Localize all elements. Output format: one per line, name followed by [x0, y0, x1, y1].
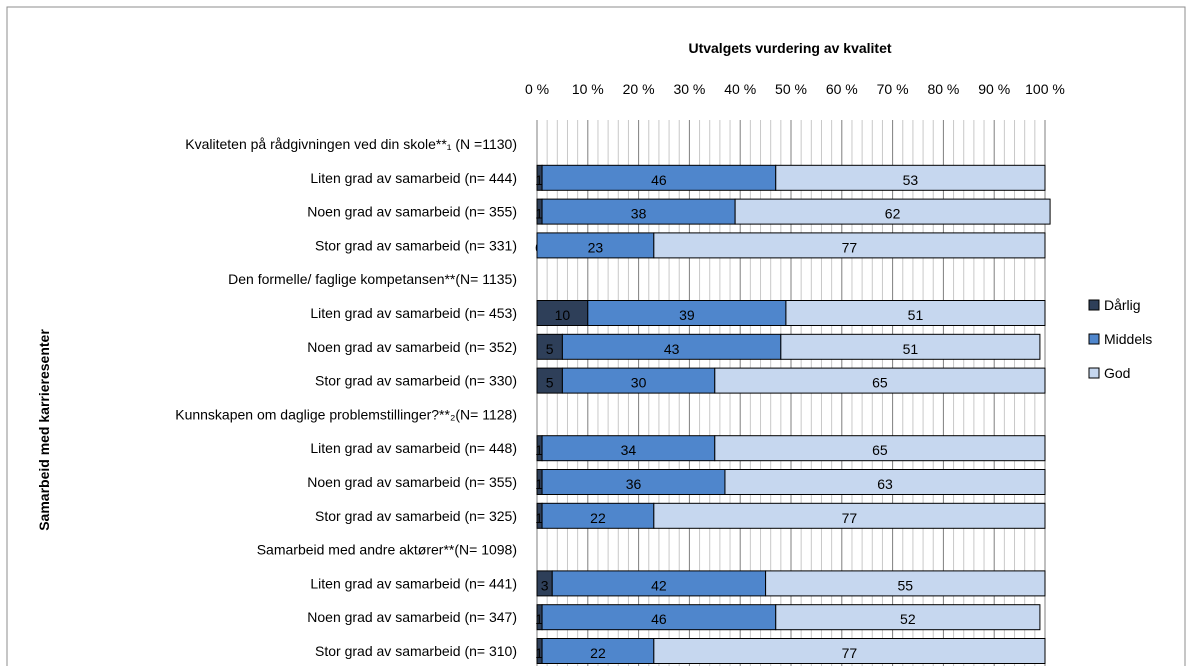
- data-label: 46: [651, 172, 667, 188]
- data-label: 10: [555, 307, 571, 323]
- category-label: Stor grad av samarbeid (n= 325): [315, 508, 517, 524]
- x-axis-tick-labels: 0 % 10 % 20 % 30 % 40 % 50 % 60 % 70 % 80 % 90 % 1…: [525, 81, 1065, 97]
- category-label: Kunnskapen om daglige problemstillinger?…: [175, 406, 517, 422]
- x-tick-label: 40 %: [724, 81, 756, 97]
- category-label: Noen grad av samarbeid (n= 352): [307, 339, 517, 355]
- data-label: 38: [631, 206, 647, 222]
- data-label: 1: [535, 645, 543, 661]
- bar-segment-god: [714, 435, 1046, 462]
- category-label: Liten grad av samarbeid (n= 453): [310, 305, 517, 321]
- x-tick-label: 80 %: [927, 81, 959, 97]
- bar-segment-god: [775, 604, 1041, 631]
- category-label: Liten grad av samarbeid (n= 441): [310, 575, 517, 591]
- category-label: Stor grad av samarbeid (n= 330): [315, 373, 517, 389]
- x-tick-label: 50 %: [775, 81, 807, 97]
- data-label: 77: [842, 510, 858, 526]
- data-label: 1: [535, 611, 543, 627]
- data-label: 1: [535, 476, 543, 492]
- data-label: 1: [535, 172, 543, 188]
- data-label: 36: [626, 476, 642, 492]
- category-label: Liten grad av samarbeid (n= 444): [310, 170, 517, 186]
- data-label: 77: [842, 645, 858, 661]
- bar-segment-god: [653, 232, 1046, 259]
- legend-swatch: [1088, 333, 1100, 345]
- legend: Dårlig Middels God: [1088, 297, 1152, 381]
- data-label: 65: [872, 375, 888, 391]
- data-label: 34: [621, 442, 637, 458]
- data-label: 1: [535, 510, 543, 526]
- bar-segment-middels: [587, 300, 787, 326]
- x-tick-label: 30 %: [673, 81, 705, 97]
- x-tick-label: 10 %: [572, 81, 604, 97]
- data-label: 52: [900, 611, 916, 627]
- data-label: 22: [590, 510, 606, 526]
- category-labels: Kvaliteten på rådgivningen ved din skole…: [175, 136, 517, 659]
- bar-segment-god: [714, 367, 1046, 394]
- data-label: 30: [631, 375, 647, 391]
- data-label: 3: [541, 577, 549, 593]
- bar-segment-god: [734, 198, 1051, 225]
- chart-border: [6, 6, 1186, 671]
- data-label: 5: [546, 341, 554, 357]
- data-label: 55: [898, 577, 914, 593]
- x-tick-label: 70 %: [877, 81, 909, 97]
- data-label: 62: [885, 206, 901, 222]
- bar-segment-god: [653, 638, 1046, 664]
- bar-segment-middels: [541, 502, 655, 529]
- category-label: Liten grad av samarbeid (n= 448): [310, 440, 517, 456]
- bar-segment-middels: [541, 604, 777, 631]
- x-tick-label: 20 %: [623, 81, 655, 97]
- bar-segment-god: [724, 469, 1046, 495]
- data-label: 63: [877, 476, 893, 492]
- x-tick-label: 0 %: [525, 81, 549, 97]
- x-tick-label: 60 %: [826, 81, 858, 97]
- data-label: 51: [903, 341, 919, 357]
- bar-segment-middels: [541, 469, 726, 495]
- bar-segment-god: [653, 502, 1046, 529]
- data-label: 1: [535, 442, 543, 458]
- category-label: Noen grad av samarbeid (n= 355): [307, 204, 517, 220]
- legend-label: Middels: [1104, 331, 1152, 347]
- category-label: Noen grad av samarbeid (n= 355): [307, 474, 517, 490]
- chart-title: Utvalgets vurdering av kvalitet: [688, 40, 891, 56]
- data-label: 42: [651, 577, 667, 593]
- category-label: Stor grad av samarbeid (n= 310): [315, 643, 517, 659]
- bar-segment-god: [785, 300, 1046, 326]
- category-label: Stor grad av samarbeid (n= 331): [315, 237, 517, 253]
- bars: 1465313862023771039515435153065134651366…: [535, 164, 1051, 664]
- data-label: 43: [664, 341, 680, 357]
- bar-segment-god: [775, 164, 1046, 191]
- bar-segment-god: [780, 333, 1041, 360]
- category-label: Noen grad av samarbeid (n= 347): [307, 609, 517, 625]
- x-tick-label: 100 %: [1025, 81, 1065, 97]
- legend-label: Dårlig: [1104, 297, 1141, 313]
- bar-segment-dårlig: [536, 333, 563, 360]
- data-label: 65: [872, 442, 888, 458]
- bar-segment-dårlig: [536, 300, 589, 326]
- bar-segment-middels: [561, 367, 716, 394]
- data-label: 39: [679, 307, 695, 323]
- category-label: Kvaliteten på rådgivningen ved din skole…: [185, 136, 517, 152]
- y-axis-title: Samarbeid med karrieresenter: [36, 329, 52, 531]
- legend-label: God: [1104, 365, 1130, 381]
- data-label: 51: [908, 307, 924, 323]
- data-label: 5: [546, 375, 554, 391]
- data-label: 1: [535, 206, 543, 222]
- data-label: 22: [590, 645, 606, 661]
- bar-segment-god: [765, 570, 1046, 597]
- category-label: Samarbeid med andre aktører**(N= 1098): [257, 542, 517, 558]
- x-tick-label: 90 %: [978, 81, 1010, 97]
- data-label: 77: [842, 239, 858, 255]
- bar-segment-middels: [541, 638, 655, 664]
- data-label: 23: [588, 239, 604, 255]
- legend-swatch: [1088, 367, 1100, 379]
- data-label: 46: [651, 611, 667, 627]
- bar-segment-middels: [536, 232, 655, 259]
- legend-swatch: [1088, 299, 1100, 311]
- data-label: 53: [903, 172, 919, 188]
- category-label: Den formelle/ faglige kompetansen**(N= 1…: [228, 271, 517, 287]
